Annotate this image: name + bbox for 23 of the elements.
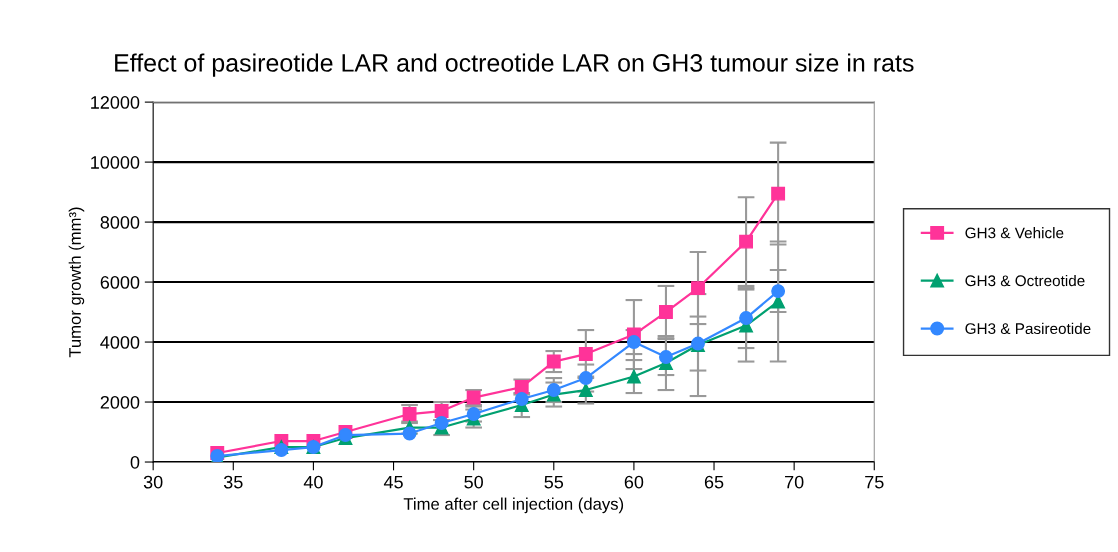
y-tick-label: 4000 xyxy=(100,335,140,349)
x-tick-label: 45 xyxy=(383,475,403,489)
x-tick-label: 50 xyxy=(464,475,483,489)
y-tick-label: 10000 xyxy=(91,156,140,169)
x-tick-label: 75 xyxy=(865,475,884,489)
x-tick-label: 60 xyxy=(624,475,644,489)
chart-title: Effect of pasireotide LAR and octreotide LAR on GH3 tumour size in rats xyxy=(115,53,914,77)
x-tick-label: 35 xyxy=(223,475,243,489)
legend-label: GH3 & Vehicle xyxy=(965,227,1064,239)
y-tick-label: 8000 xyxy=(100,216,140,229)
legend-label: GH3 & Octreotide xyxy=(965,274,1085,287)
y-axis-title: Tumor growth (mm³) xyxy=(68,207,85,358)
x-axis-title: Time after cell injection (days) xyxy=(403,497,624,514)
x-tick-label: 55 xyxy=(544,475,564,489)
x-tick-label: 30 xyxy=(143,475,163,489)
x-tick-label: 40 xyxy=(303,475,323,489)
x-tick-label: 70 xyxy=(785,475,804,489)
y-tick-label: 2000 xyxy=(100,395,140,409)
y-tick-label: 0 xyxy=(130,455,140,469)
y-tick-label: 6000 xyxy=(100,276,140,289)
x-tick-label: 65 xyxy=(704,475,724,489)
y-tick-label: 12000 xyxy=(91,96,140,109)
legend-label: GH3 & Pasireotide xyxy=(965,322,1091,335)
